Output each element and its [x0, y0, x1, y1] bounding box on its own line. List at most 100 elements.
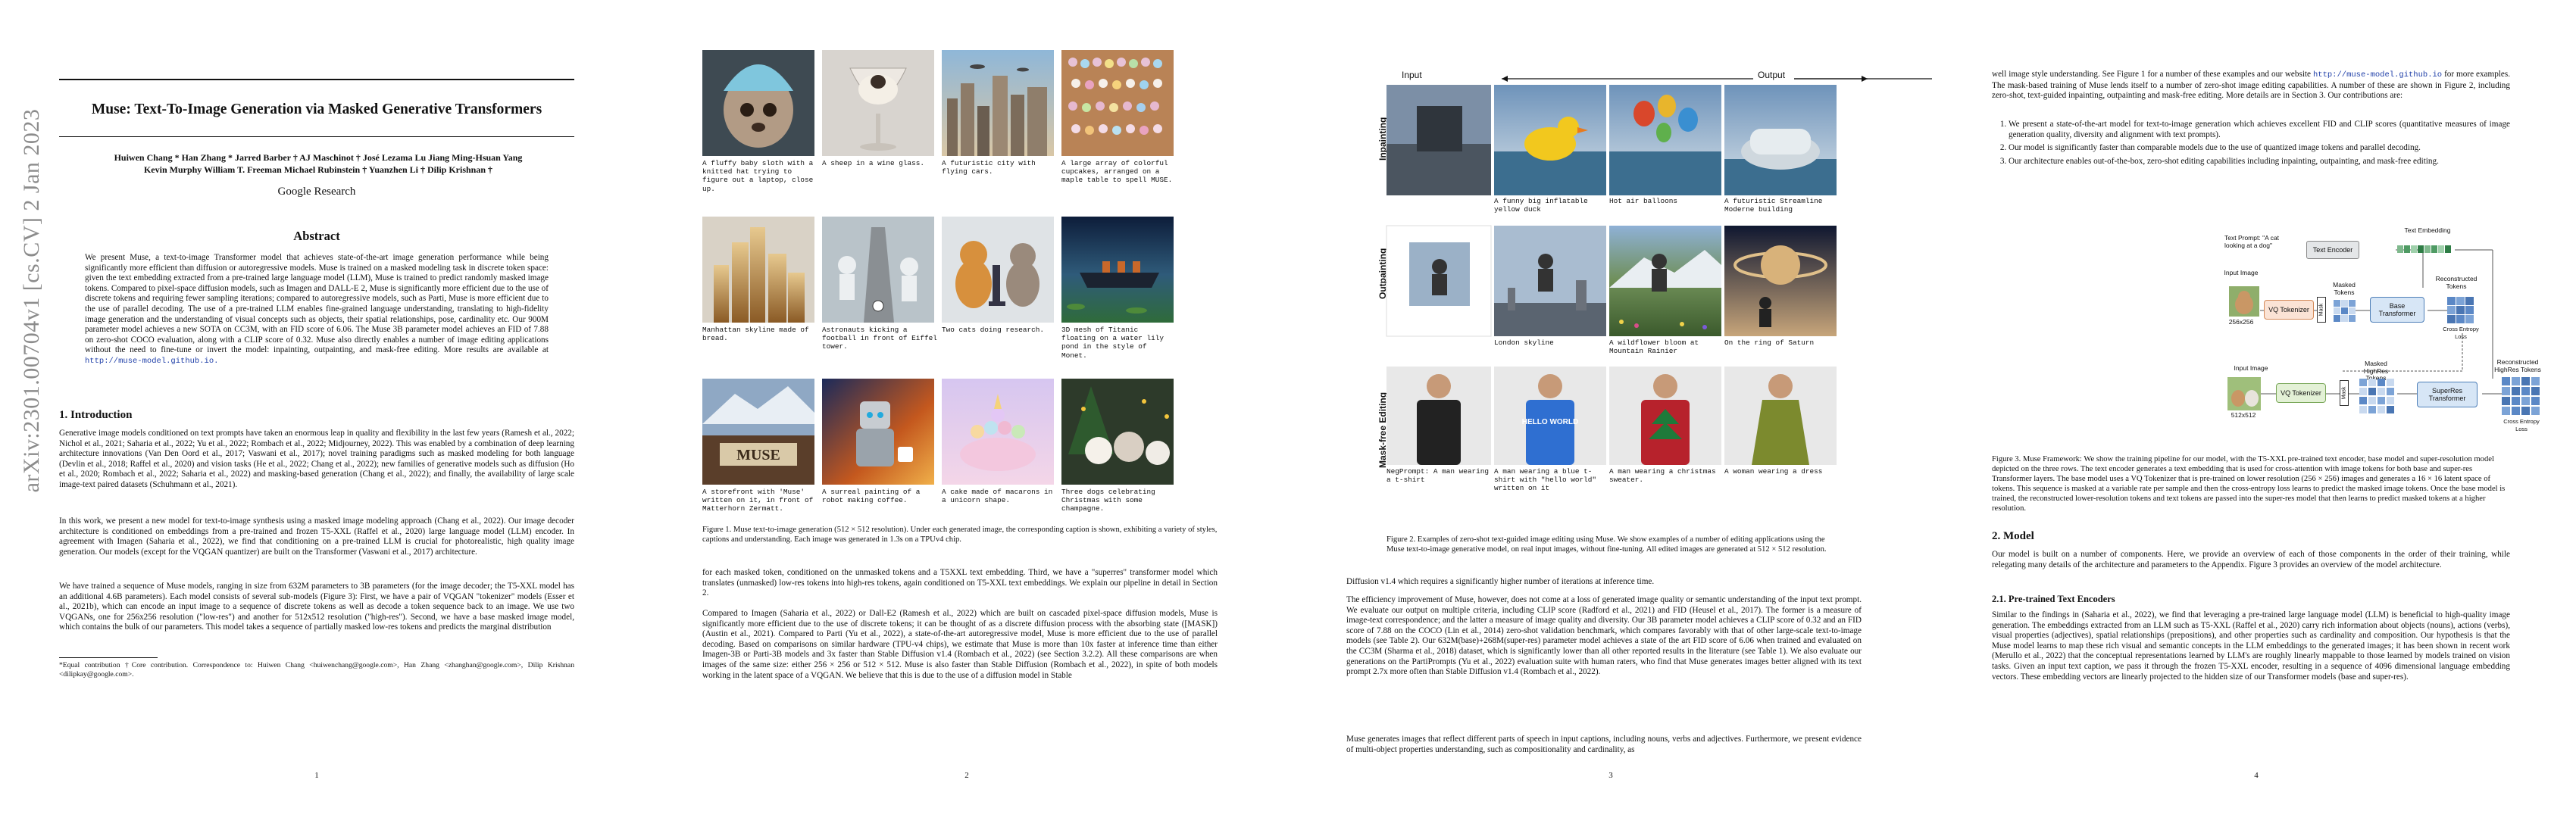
tile-caption: Three dogs celebrating Christmas with so… — [1061, 488, 1155, 513]
input-cat-image — [2229, 286, 2259, 317]
page4-top-paragraph: well image style understanding. See Figu… — [1992, 70, 2511, 101]
tile-astronauts — [822, 217, 934, 323]
tile-caption: A surreal painting of a robot making cof… — [822, 488, 921, 505]
input-image-label: Input Image — [2224, 269, 2259, 276]
intro-paragraph-1: Generative image models conditioned on t… — [59, 429, 574, 489]
edit-output-dress — [1724, 367, 1837, 465]
size-256-label: 256x256 — [2228, 318, 2254, 326]
inpaint-output-duck — [1494, 85, 1606, 195]
mask-box: Mask — [2317, 297, 2326, 323]
masked-highres-label: Masked HighRes Tokens — [2363, 360, 2389, 382]
text-encoder-box: Text Encoder — [2306, 241, 2359, 259]
page2-paragraph-1: for each masked token, conditioned on th… — [702, 568, 1218, 598]
model-paragraph: Our model is built on a number of compon… — [1992, 550, 2510, 569]
intro-paragraph-2: In this work, we present a new model for… — [59, 516, 574, 557]
edit-output-hello-world: HELLO WORLD — [1494, 367, 1606, 465]
output-arrow-right — [1794, 76, 1868, 82]
contributions-list: We present a state-of-the-art model for … — [1992, 120, 2510, 170]
tile-caption: A futuristic city with flying cars. — [942, 159, 1036, 176]
tile-caption: Two cats doing research. — [942, 326, 1045, 334]
text-encoders-paragraph: Similar to the findings in (Saharia et a… — [1992, 610, 2510, 682]
masked-tokens-grid — [2334, 300, 2356, 322]
page3-paragraph-3: Muse generates images that reflect diffe… — [1346, 735, 1862, 754]
page3-paragraph-2: The efficiency improvement of Muse, howe… — [1346, 595, 1862, 677]
outpaint-output-saturn — [1724, 226, 1837, 336]
inpaint-caption: A funny big inflatable yellow duck — [1494, 197, 1588, 214]
figure-1-grid: MUSE — [702, 50, 1174, 485]
page-4: well image style understanding. See Figu… — [1932, 0, 2576, 833]
input-image-2-label: Input Image — [2234, 364, 2268, 372]
page-number: 1 — [314, 771, 319, 780]
edit-output-christmas-sweater — [1609, 367, 1721, 465]
tile-muse-storefront: MUSE — [702, 379, 814, 485]
outpaint-output-wildflower — [1609, 226, 1721, 336]
size-512-label: 512x512 — [2231, 411, 2256, 419]
abstract-link[interactable]: http://muse-model.github.io. — [85, 356, 219, 366]
text-prompt-label: Text Prompt: "A cat looking at a dog" — [2224, 234, 2279, 249]
text-embedding-strip — [2397, 245, 2451, 253]
text-encoders-heading: 2.1. Pre-trained Text Encoders — [1992, 594, 2115, 604]
tile-futuristic-city — [942, 50, 1054, 156]
masked-highres-grid — [2359, 379, 2394, 413]
hello-world-shirt-text: HELLO WORLD — [1522, 418, 1578, 426]
text-embedding-label: Text Embedding — [2404, 226, 2451, 234]
mask-box-highres: Mask — [2340, 380, 2349, 406]
muse-sign-text: MUSE — [736, 447, 780, 463]
cross-entropy-highres-label: Cross Entropy Loss — [2503, 418, 2540, 432]
tile-cats-research — [942, 217, 1054, 323]
outpaint-caption: London skyline — [1494, 339, 1554, 347]
outpaint-caption: On the ring of Saturn — [1724, 339, 1815, 347]
reconstructed-highres-grid — [2502, 377, 2540, 415]
arxiv-stamp: arXiv:2301.00704v1 [cs.CV] 2 Jan 2023 — [19, 108, 44, 493]
inpaint-output-building — [1724, 85, 1837, 195]
figure-2-caption: Figure 2. Examples of zero-shot text-gui… — [1386, 535, 1827, 554]
figure-1-caption: Figure 1. Muse text-to-image generation … — [702, 526, 1218, 544]
tile-caption: Astronauts kicking a football in front o… — [822, 326, 937, 351]
paper-title: Muse: Text-To-Image Generation via Maske… — [91, 101, 542, 117]
tile-sheep-wine-glass — [822, 50, 934, 156]
page2-paragraph-2: Compared to Imagen (Saharia et al., 2022… — [702, 609, 1218, 680]
title-rule-top — [59, 79, 574, 80]
reconstructed-highres-label: Reconstructed HighRes Tokens — [2494, 358, 2541, 373]
input-cat-dog-image — [2227, 377, 2261, 410]
contribution-item: Our model is significantly faster than c… — [2009, 143, 2510, 154]
tile-caption: A cake made of macarons in a unicorn sha… — [942, 488, 1053, 505]
inpaint-caption: Hot air balloons — [1609, 197, 1678, 205]
tile-titanic — [1061, 217, 1174, 323]
cross-entropy-label: Cross Entropy Loss — [2443, 326, 2479, 340]
inpaint-output-balloons — [1609, 85, 1721, 195]
page-2: MUSE A fluffy baby sloth with a knitted … — [644, 0, 1288, 833]
masked-tokens-label: Masked Tokens — [2333, 281, 2356, 296]
affiliation: Google Research — [277, 186, 356, 198]
footnote: *Equal contribution †Core contribution. … — [59, 661, 574, 679]
author-list: Huiwen Chang * Han Zhang * Jarred Barber… — [114, 152, 523, 175]
output-column-label: Output — [1758, 70, 1786, 80]
edit-input-tshirt — [1386, 367, 1491, 465]
edit-caption: A woman wearing a dress — [1724, 467, 1823, 476]
edit-caption: A man wearing a blue t-shirt with "hello… — [1494, 467, 1597, 493]
figure-2-grid: HELLO WORLD — [1386, 85, 1837, 465]
outpaint-caption: A wildflower bloom at Mountain Rainier — [1609, 339, 1699, 356]
page3-paragraph-1: Diffusion v1.4 which requires a signific… — [1346, 577, 1655, 586]
inpaint-input — [1386, 85, 1491, 195]
website-link[interactable]: http://muse-model.github.io — [2312, 70, 2443, 80]
tile-cupcakes — [1061, 50, 1174, 156]
input-column-label: Input — [1402, 70, 1422, 80]
intro-heading: 1. Introduction — [59, 409, 133, 421]
reconstructed-tokens-grid — [2447, 297, 2474, 323]
tile-macaron-cake — [942, 379, 1054, 485]
footnote-rule — [59, 657, 158, 658]
reconstructed-tokens-label: Reconstructed Tokens — [2435, 275, 2478, 290]
outpaint-output-london — [1494, 226, 1606, 336]
intro-paragraph-3: We have trained a sequence of Muse model… — [59, 582, 574, 632]
title-rule-bottom — [59, 136, 574, 137]
tile-caption: A fluffy baby sloth with a knitted hat t… — [702, 159, 814, 193]
superres-transformer-box: SuperRes Transformer — [2417, 382, 2478, 407]
vq-tokenizer-box: VQ Tokenizer — [2264, 300, 2314, 320]
model-heading: 2. Model — [1992, 530, 2034, 542]
tile-caption: A sheep in a wine glass. — [822, 159, 925, 167]
figure-3-diagram: Text Prompt: "A cat looking at a dog" Te… — [1932, 0, 2576, 454]
base-transformer-box: Base Transformer — [2370, 297, 2424, 323]
outpaint-input — [1386, 225, 1492, 337]
tile-christmas-dogs — [1061, 379, 1174, 485]
